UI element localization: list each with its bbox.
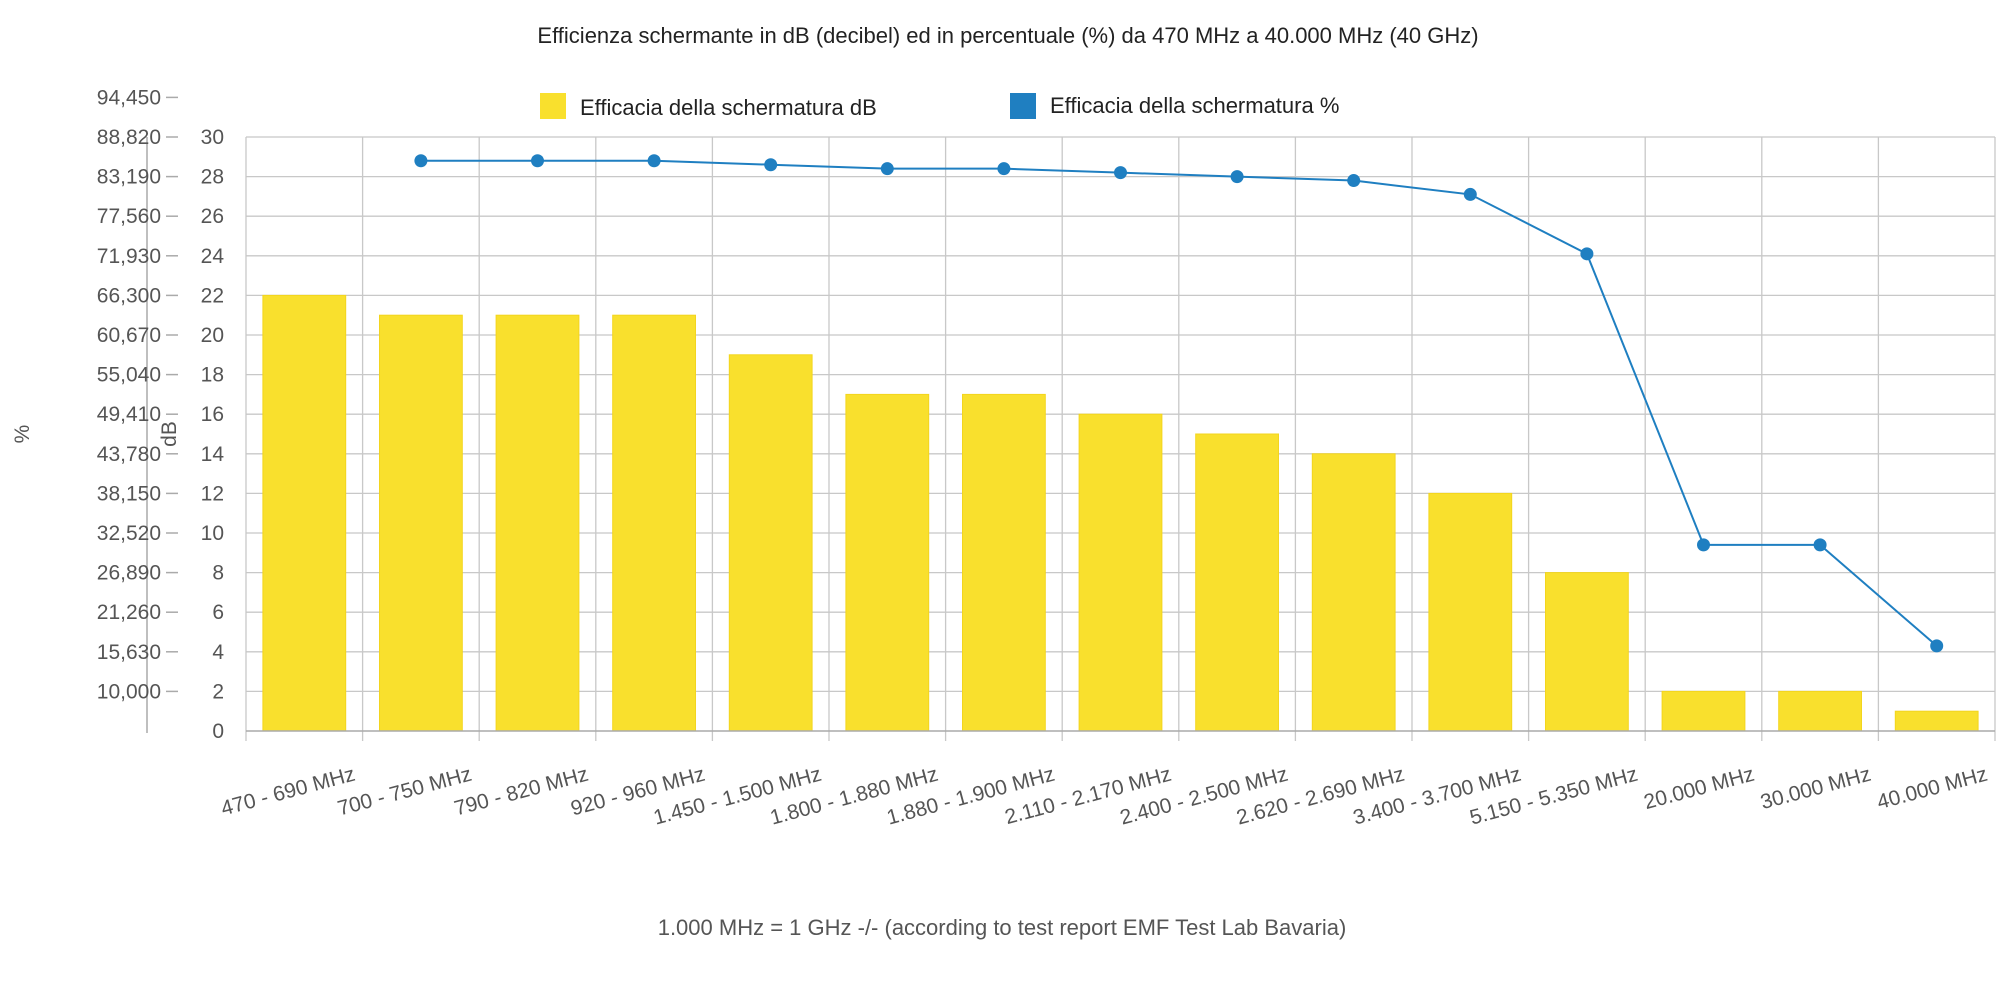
y-tick-label-percent: 21,260 (97, 601, 161, 624)
data-point[interactable] (414, 154, 428, 168)
bar[interactable] (379, 314, 463, 732)
y-tick-label-percent: 10,000 (97, 680, 161, 703)
y-tick-label-percent: 66,300 (97, 284, 161, 307)
x-tick-label: 470 - 690 MHz (219, 763, 358, 821)
y-tick-label-percent: 94,450 (97, 86, 161, 109)
bar[interactable] (1078, 413, 1163, 732)
data-point[interactable] (1230, 170, 1244, 184)
y-tick-label-percent: 77,560 (97, 205, 161, 228)
y-tick-label-db: 18 (201, 364, 224, 387)
y-tick-label-db: 30 (201, 126, 224, 149)
data-point[interactable] (1930, 639, 1944, 653)
y-tick-label-db: 16 (201, 403, 224, 426)
y-tick-label-db: 22 (201, 284, 224, 307)
data-point[interactable] (1114, 166, 1127, 180)
axes (146, 137, 1995, 733)
y-tick-label-percent: 43,780 (97, 443, 161, 466)
bar[interactable] (1661, 690, 1746, 732)
data-point[interactable] (764, 158, 778, 172)
y-tick-label-db: 10 (201, 522, 224, 545)
y-tick-label-percent: 71,930 (97, 245, 161, 268)
data-point[interactable] (1813, 538, 1827, 552)
y-tick-label-db: 14 (201, 443, 225, 466)
bar[interactable] (845, 393, 930, 732)
y-tick-label-db: 6 (212, 601, 224, 624)
y-tick-label-db: 28 (201, 166, 224, 189)
y-tick-label-percent: 83,190 (97, 166, 161, 189)
y-tick-label-percent: 15,630 (97, 641, 161, 664)
data-point[interactable] (997, 162, 1011, 176)
bar[interactable] (1778, 690, 1862, 732)
y-tick-label-percent: 55,040 (97, 364, 161, 387)
bar[interactable] (1545, 572, 1629, 732)
x-tick-label: 700 - 750 MHz (335, 763, 474, 821)
legend: Efficacia della schermatura dB Efficacia… (540, 93, 1339, 120)
bar[interactable] (495, 314, 580, 732)
x-tick-label: 30.000 MHz (1758, 763, 1873, 815)
y-tick-label-db: 26 (201, 205, 224, 228)
y-tick-label-percent: 60,670 (97, 324, 161, 347)
bar[interactable] (728, 354, 813, 732)
bars (262, 294, 1979, 732)
x-tick-label: 40.000 MHz (1875, 763, 1990, 815)
legend-label-db: Efficacia della schermatura dB (580, 95, 877, 120)
data-point[interactable] (531, 154, 544, 168)
y-tick-label-db: 4 (212, 641, 224, 664)
x-tick-label: 20.000 MHz (1641, 763, 1756, 815)
footnote: 1.000 MHz = 1 GHz -/- (according to test… (658, 915, 1347, 940)
y-tick-label-db: 20 (201, 324, 224, 347)
legend-label-percent: Efficacia della schermatura % (1050, 93, 1339, 118)
y-tick-label-percent: 32,520 (97, 522, 161, 545)
y-axis-percent-title: % (11, 425, 34, 444)
y-axis-db-title: dB (158, 421, 181, 447)
data-point[interactable] (647, 154, 661, 168)
y-tick-label-percent: 26,890 (97, 562, 161, 585)
data-point[interactable] (880, 162, 894, 176)
data-point[interactable] (1347, 174, 1361, 188)
y-ticks-percent: 10,000 15,630 21,260 26,890 32,520 38,150 43,7… (97, 86, 178, 703)
bar[interactable] (612, 314, 696, 732)
legend-swatch-percent (1010, 93, 1036, 119)
data-point[interactable] (1580, 247, 1594, 261)
data-point[interactable] (1463, 187, 1477, 201)
x-tick-label: 790 - 820 MHz (452, 763, 591, 821)
y-tick-label-db: 8 (212, 562, 224, 585)
y-tick-label-db: 0 (212, 720, 224, 743)
y-tick-label-percent: 38,150 (97, 482, 161, 505)
bar[interactable] (262, 294, 347, 732)
y-tick-label-db: 12 (201, 482, 224, 505)
legend-item-percent[interactable]: Efficacia della schermatura % (1010, 93, 1339, 119)
bar[interactable] (962, 393, 1046, 732)
y-tick-label-db: 2 (212, 680, 224, 703)
legend-item-db[interactable]: Efficacia della schermatura dB (540, 93, 877, 120)
y-tick-label-percent: 88,820 (97, 126, 161, 149)
bar[interactable] (1195, 433, 1279, 732)
bar[interactable] (1894, 710, 1979, 732)
y-tick-label-db: 24 (201, 245, 225, 268)
bar[interactable] (1311, 453, 1396, 732)
percent-series-line (420, 159, 1938, 647)
chart-title: Efficienza schermante in dB (decibel) ed… (537, 23, 1478, 48)
legend-swatch-db (540, 93, 566, 119)
y-tick-label-percent: 49,410 (97, 403, 161, 426)
bar[interactable] (1428, 492, 1513, 732)
percent-line (414, 154, 1944, 653)
data-point[interactable] (1697, 538, 1710, 552)
